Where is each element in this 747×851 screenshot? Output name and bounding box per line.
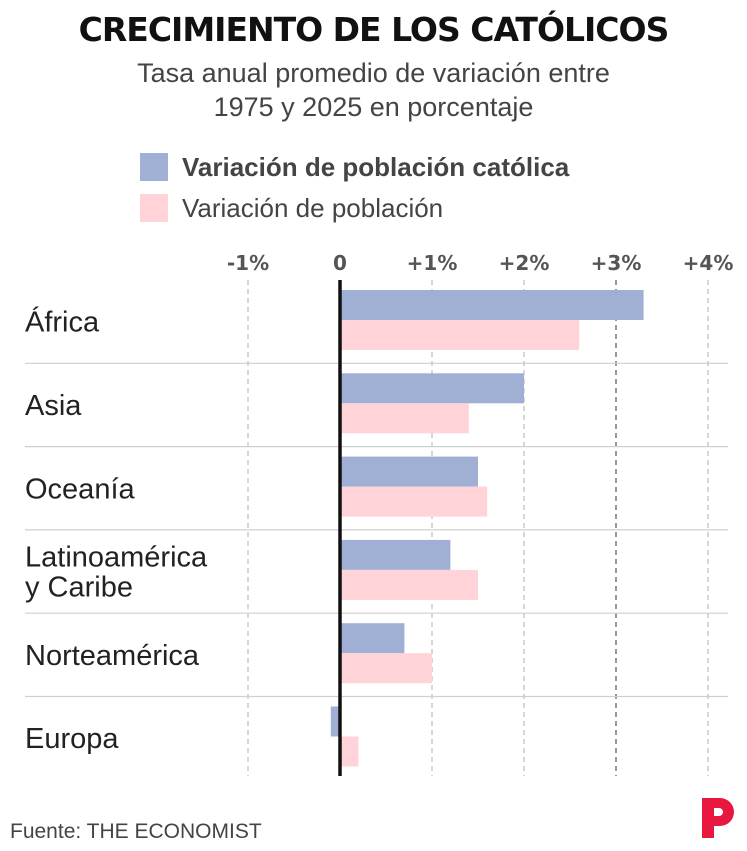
category-label: África bbox=[25, 306, 100, 339]
legend-label-population: Variación de población bbox=[182, 192, 444, 223]
bar-catholic bbox=[340, 623, 405, 654]
category-label: y Caribe bbox=[25, 572, 133, 604]
tick-label: +2% bbox=[499, 251, 550, 275]
bar-catholic bbox=[330, 706, 340, 737]
category-label: Europa bbox=[25, 723, 119, 755]
tick-label: -1% bbox=[227, 251, 269, 275]
source-note: Fuente: THE ECONOMIST bbox=[10, 820, 262, 843]
bar-population bbox=[340, 320, 580, 350]
bar-population bbox=[340, 403, 469, 434]
bar-catholic bbox=[340, 456, 478, 487]
category-label: Norteamérica bbox=[25, 640, 200, 672]
bar-population bbox=[340, 653, 432, 684]
bar-population bbox=[340, 736, 359, 767]
legend-item-population: Variación de población bbox=[140, 193, 443, 223]
category-label: Oceanía bbox=[25, 473, 135, 505]
bar-population bbox=[340, 569, 478, 600]
legend-swatch-catholic bbox=[140, 153, 168, 181]
subtitle-line-2: 1975 y 2025 en porcentaje bbox=[213, 92, 534, 122]
category-label: Asia bbox=[25, 390, 82, 422]
bar-population bbox=[340, 486, 488, 517]
legend-label-catholic: Variación de población católica bbox=[182, 151, 570, 182]
tick-label: 0 bbox=[333, 251, 347, 275]
subtitle-line-1: Tasa anual promedio de variación entre bbox=[137, 58, 610, 88]
bar-chart: -1% 0 +1% +2% +3% +4% África Asia Oceanía Latinoa… bbox=[25, 251, 734, 776]
bar-catholic bbox=[340, 539, 451, 570]
category-label: Latinoamérica bbox=[25, 542, 208, 574]
chart-subtitle: Tasa anual promedio de variación entre 1… bbox=[0, 56, 747, 124]
publisher-logo-icon bbox=[702, 798, 734, 838]
legend-swatch-population bbox=[140, 194, 168, 222]
bar-catholic bbox=[340, 290, 644, 320]
tick-label: +3% bbox=[591, 251, 642, 275]
tick-label: +1% bbox=[407, 251, 458, 275]
bar-catholic bbox=[340, 373, 524, 404]
legend-item-catholic: Variación de población católica bbox=[140, 152, 569, 182]
tick-label: +4% bbox=[683, 251, 734, 275]
chart-title: CRECIMIENTO DE LOS CATÓLICOS bbox=[78, 10, 670, 49]
